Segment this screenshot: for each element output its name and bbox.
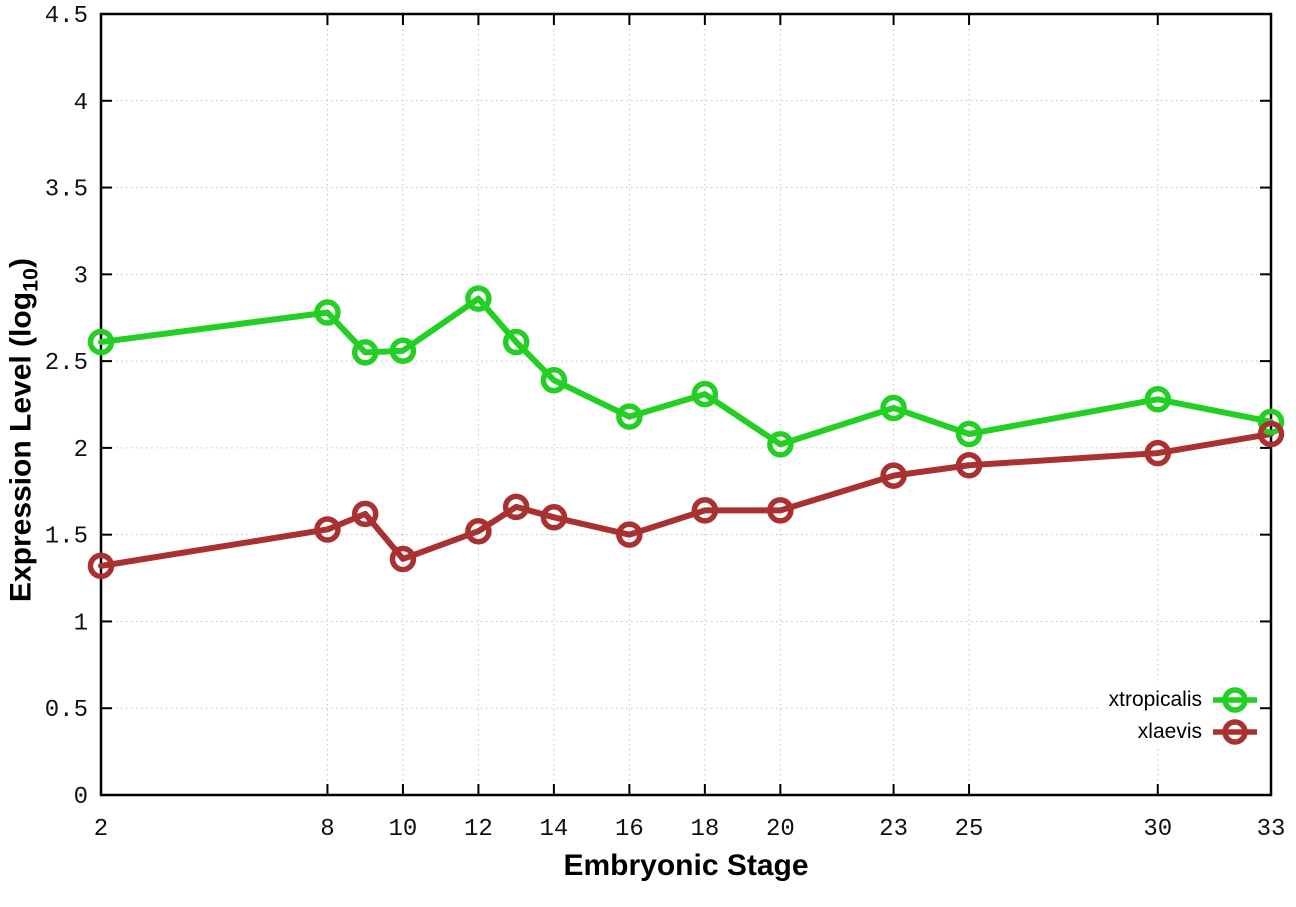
data-point-xtropicalis (351, 339, 379, 366)
data-point-xtropicalis (1144, 386, 1172, 413)
data-point-xtropicalis (540, 366, 568, 394)
x-tick-label: 33 (1257, 816, 1286, 843)
data-point-xlaevis (616, 521, 643, 548)
data-point-xtropicalis (465, 285, 492, 312)
data-point-xtropicalis (767, 431, 794, 458)
legend: xtropicalis xlaevis (1098, 683, 1260, 748)
data-point-xlaevis (955, 451, 983, 479)
y-tick-label: 2 (74, 437, 88, 464)
x-tick-label: 30 (1143, 816, 1172, 843)
x-tick-label: 23 (879, 816, 908, 843)
x-tick-label: 12 (464, 816, 493, 843)
x-tick-label: 10 (389, 816, 418, 843)
series-line-xtropicalis (98, 295, 1274, 448)
y-tick-label: 0.5 (45, 697, 88, 724)
data-point-xtropicalis (955, 420, 983, 448)
y-tick-label: 2.5 (45, 350, 88, 377)
y-tick-label: 1 (74, 610, 88, 637)
y-tick-label: 4.5 (45, 3, 88, 30)
x-tick-label: 18 (690, 816, 719, 843)
data-point-xlaevis (767, 497, 794, 524)
data-point-xlaevis (1144, 439, 1172, 467)
data-point-xlaevis (540, 504, 568, 531)
x-tick-label: 14 (539, 816, 568, 843)
data-point-xlaevis (880, 462, 907, 489)
data-point-xtropicalis (691, 380, 719, 408)
x-tick-label: 20 (766, 816, 795, 843)
data-point-xlaevis (389, 545, 417, 573)
y-tick-label: 3 (74, 263, 88, 290)
data-point-xlaevis (1257, 420, 1285, 448)
data-point-xtropicalis (389, 337, 417, 364)
data-point-xtropicalis (502, 328, 530, 356)
legend-marker-xlaevis (1213, 718, 1257, 745)
legend-label-xtropicalis: xtropicalis (1108, 687, 1202, 711)
y-tick-label: 4 (74, 90, 88, 117)
data-point-xtropicalis (616, 403, 643, 430)
data-point-xtropicalis (87, 328, 115, 356)
data-point-xlaevis (351, 500, 379, 528)
x-tick-label: 25 (955, 816, 984, 843)
plot-border (99, 12, 1273, 797)
data-point-xlaevis (691, 497, 719, 524)
y-axis-title: Expression Level (log10) (5, 258, 44, 602)
y-tick-label: 0 (74, 784, 88, 811)
x-axis-title: Embryonic Stage (563, 849, 809, 882)
data-point-xlaevis (87, 552, 115, 580)
series-line-xlaevis (98, 431, 1274, 569)
y-axis-title-suffix: ) (4, 257, 38, 268)
legend-label-xlaevis: xlaevis (1137, 719, 1202, 743)
x-tick-label: 2 (94, 816, 108, 843)
y-tick-label: 3.5 (45, 177, 88, 204)
data-point-xlaevis (465, 517, 492, 545)
data-point-xtropicalis (880, 394, 907, 422)
x-tick-label: 16 (615, 816, 644, 843)
data-point-xlaevis (502, 493, 530, 521)
data-point-xtropicalis (314, 299, 341, 326)
legend-item-xlaevis: xlaevis (1109, 717, 1258, 746)
y-tick-label: 1.5 (45, 524, 88, 551)
data-point-xlaevis (314, 516, 341, 543)
data-point-xtropicalis (1257, 408, 1285, 436)
legend-marker-xtropicalis (1213, 686, 1257, 713)
y-axis-title-subscript: 10 (17, 267, 43, 292)
y-axis-title-text: Expression Level (log (4, 291, 38, 603)
x-tick-label: 8 (320, 816, 334, 843)
legend-item-xtropicalis: xtropicalis (1109, 685, 1258, 714)
